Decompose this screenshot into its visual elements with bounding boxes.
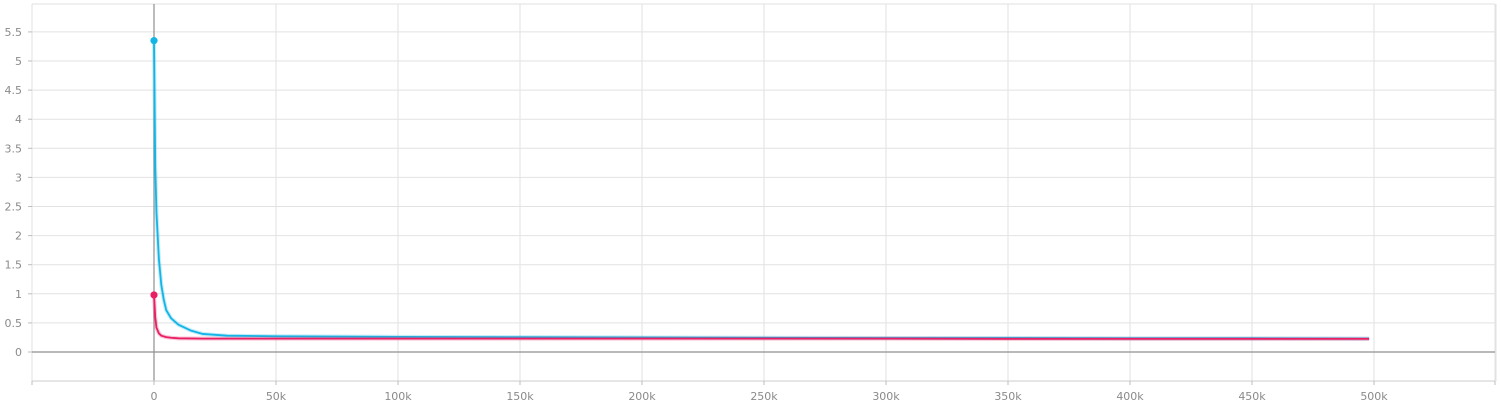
y-tick-label: 2.5 — [5, 201, 23, 214]
y-tick-label: 5 — [15, 55, 22, 68]
series-0-start-point — [150, 37, 158, 45]
series-1-line — [153, 294, 1370, 340]
x-tick-label: 250k — [750, 390, 778, 403]
y-tick-label: 4 — [15, 113, 22, 126]
y-tick-label: 0.5 — [5, 317, 23, 330]
x-tick-label: 200k — [628, 390, 656, 403]
x-tick-label: 500k — [1360, 390, 1388, 403]
y-tick-label: 0 — [15, 346, 22, 359]
x-tick-label: 300k — [872, 390, 900, 403]
y-tick-label: 2 — [15, 230, 22, 243]
y-tick-label: 1.5 — [5, 259, 23, 272]
y-tick-label: 3 — [15, 171, 22, 184]
y-tick-label: 1 — [15, 288, 22, 301]
x-tick-label: 50k — [266, 390, 287, 403]
tick-labels: 0 50k 100k 150k 200k 250k 300k 350k 400k 450k 500k… — [5, 26, 1389, 403]
y-tick-label: 3.5 — [5, 142, 23, 155]
x-tick-label: 100k — [384, 390, 412, 403]
x-tick-label: 400k — [1116, 390, 1144, 403]
y-tick-label: 5.5 — [5, 26, 23, 39]
grid-lines — [31, 3, 1497, 382]
series-lines — [150, 37, 1370, 341]
x-tick-label: 0 — [151, 390, 158, 403]
series-1-start-point — [150, 291, 158, 299]
series-1-raw-line — [152, 294, 1370, 341]
x-tick-label: 350k — [994, 390, 1022, 403]
x-tick-label: 150k — [506, 390, 534, 403]
x-tick-label: 450k — [1238, 390, 1266, 403]
y-tick-label: 4.5 — [5, 84, 23, 97]
